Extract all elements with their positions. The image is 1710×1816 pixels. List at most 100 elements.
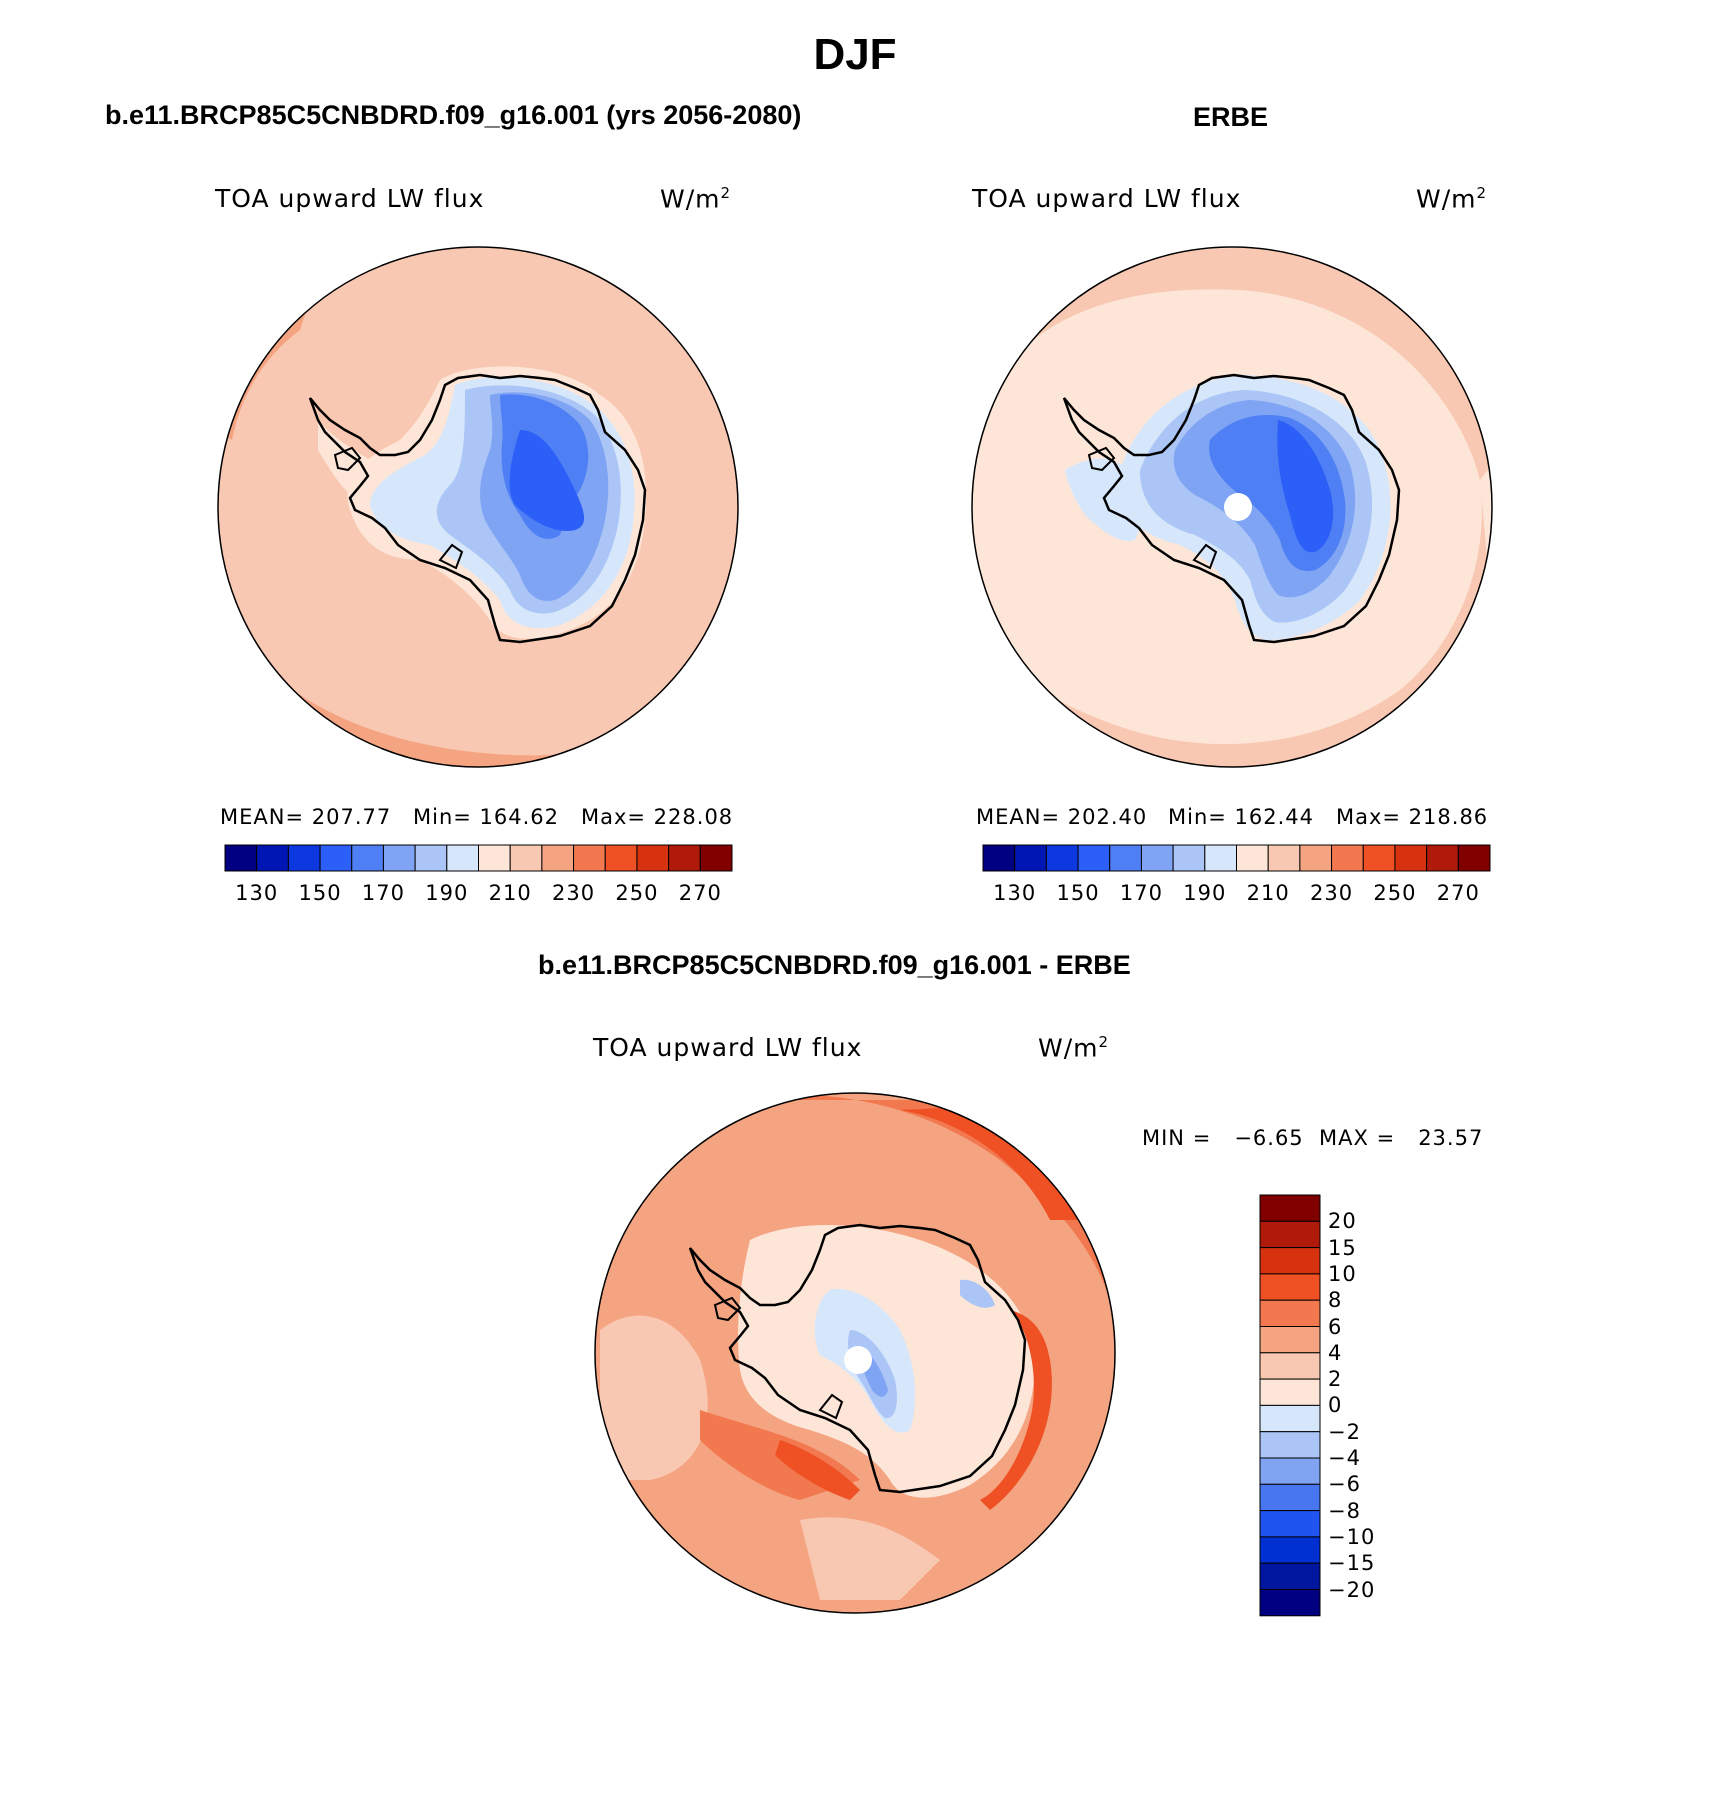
panel2-colorbar-swatch: [1077, 844, 1111, 872]
panel2-colorbar-swatch: [1140, 844, 1174, 872]
panel2-min: Min= 162.44: [1168, 805, 1315, 829]
panel1-colorbar-swatch: [573, 844, 606, 872]
diff-colorbar-tick-label: 6: [1328, 1314, 1343, 1339]
panel1-colorbar-swatch: [478, 844, 511, 872]
panel2-colorbar-swatch: [982, 844, 1016, 872]
panel2-colorbar-swatch: [1299, 844, 1333, 872]
diff-colorbar-swatch: [1259, 1510, 1321, 1538]
diff-colorbar-tick-label: 0: [1328, 1393, 1343, 1418]
diff-colorbar-swatch: [1259, 1404, 1321, 1433]
panel1-colorbar-swatch: [319, 844, 353, 872]
panel2-colorbar-tick-label: 270: [1436, 881, 1480, 905]
panel2-colorbar-swatch: [1236, 844, 1269, 872]
panel2-colorbar-swatch: [1045, 844, 1079, 872]
diff-colorbar-swatch: [1259, 1431, 1321, 1459]
diff-colorbar-swatch: [1259, 1457, 1321, 1485]
diff-colorbar-tick-label: −4: [1328, 1446, 1361, 1470]
panel2-colorbar-swatch: [1109, 844, 1142, 872]
panel2-colorbar-tick-label: 250: [1373, 881, 1417, 905]
diff-colorbar-tick-label: −15: [1328, 1551, 1376, 1576]
panel1-colorbar-swatch: [287, 844, 321, 872]
diff-colorbar-tick-label: 10: [1328, 1261, 1357, 1286]
diff-colorbar-tick-label: −8: [1328, 1498, 1361, 1523]
panel1-colorbar-tick-label: 170: [361, 881, 405, 905]
diff-colorbar-tick-label: −20: [1328, 1577, 1376, 1602]
panel1-colorbar-tick-label: 210: [488, 881, 532, 905]
panel2-case-label: ERBE: [1193, 102, 1269, 132]
diff-colorbar-swatch: [1259, 1352, 1321, 1380]
panel1-colorbar-swatch: [446, 844, 479, 872]
diff-colorbar-swatch: [1259, 1194, 1321, 1222]
figure-title: DJF: [813, 30, 897, 79]
panel1-colorbar-swatch: [541, 844, 575, 872]
diff-colorbar-swatch: [1259, 1299, 1321, 1327]
panel1-colorbar-tick-label: 150: [298, 881, 342, 905]
panel2-map: [971, 246, 1493, 768]
panel2-colorbar-swatch: [1014, 844, 1047, 872]
panel1-colorbar-swatch: [351, 844, 384, 872]
diff-minmax: MIN = −6.65 MAX = 23.57: [1142, 1126, 1484, 1150]
diff-colorbar-tick-label: −2: [1328, 1419, 1361, 1444]
panel2-colorbar-swatch: [1267, 844, 1301, 872]
panel1-variable-label: TOA upward LW flux: [215, 184, 485, 213]
panel1-colorbar-swatch: [414, 844, 448, 872]
panel2-colorbar: [982, 844, 1491, 872]
panel1-colorbar-swatch: [668, 844, 701, 872]
diff-colorbar-swatch: [1259, 1220, 1321, 1249]
diff-colorbar-tick-label: 20: [1328, 1209, 1357, 1234]
diff-colorbar-swatch: [1259, 1378, 1321, 1406]
panel2-variable-label: TOA upward LW flux: [972, 184, 1242, 213]
panel2-colorbar-tick-label: 210: [1246, 881, 1290, 905]
panel2-colorbar-tick-label: 130: [993, 881, 1037, 905]
panel2-mean: MEAN= 202.40: [976, 805, 1148, 829]
panel1-max: Max= 228.08: [581, 805, 734, 829]
diff-colorbar-swatch: [1259, 1273, 1321, 1301]
diff-case-label: b.e11.BRCP85C5CNBDRD.f09_g16.001 - ERBE: [538, 950, 1131, 980]
panel2-colorbar-swatch: [1204, 844, 1237, 872]
panel2-max: Max= 218.86: [1336, 805, 1489, 829]
panel1-colorbar-tick-label: 190: [425, 881, 469, 905]
diff-colorbar-swatch: [1259, 1536, 1321, 1564]
panel2-colorbar-swatch: [1362, 844, 1396, 872]
diff-colorbar-tick-label: 15: [1328, 1235, 1357, 1260]
panel2-colorbar-swatch: [1394, 844, 1428, 872]
panel2-colorbar-tick-label: 230: [1310, 881, 1354, 905]
panel1-min: Min= 164.62: [413, 805, 560, 829]
panel2-colorbar-swatch: [1457, 844, 1491, 872]
panel1-mean: MEAN= 207.77: [220, 805, 392, 829]
panel2-colorbar-tick-label: 150: [1056, 881, 1100, 905]
diff-colorbar-tick-label: −10: [1328, 1524, 1376, 1549]
diff-colorbar-swatch: [1259, 1247, 1321, 1275]
diff-units-label: W/m2: [1038, 1033, 1110, 1063]
panel2-colorbar-swatch: [1172, 844, 1206, 872]
diff-colorbar-tick-label: −6: [1328, 1472, 1361, 1497]
diff-colorbar-swatch: [1259, 1483, 1321, 1512]
panel1-case-label: b.e11.BRCP85C5CNBDRD.f09_g16.001 (yrs 20…: [105, 100, 802, 130]
diff-map: [594, 1092, 1116, 1614]
panel1-colorbar-tick-label: 270: [678, 881, 722, 905]
panel2-colorbar-tick-label: 190: [1183, 881, 1227, 905]
panel2-colorbar-swatch: [1331, 844, 1364, 872]
panel1-map: [217, 246, 739, 768]
panel1-colorbar-tick-label: 250: [615, 881, 659, 905]
panel2-units-label: W/m2: [1416, 184, 1488, 214]
diff-colorbar-swatch: [1259, 1562, 1321, 1590]
panel1-colorbar-tick-label: 130: [235, 881, 279, 905]
panel1-colorbar-tick-label: 230: [552, 881, 596, 905]
panel2-colorbar-swatch: [1426, 844, 1459, 872]
panel1-colorbar-swatch: [636, 844, 670, 872]
panel1-colorbar-swatch: [509, 844, 543, 872]
diff-variable-label: TOA upward LW flux: [593, 1033, 863, 1062]
diff-colorbar-tick-label: 2: [1328, 1367, 1343, 1392]
panel1-colorbar-swatch: [256, 844, 289, 872]
panel2-colorbar-tick-label: 170: [1119, 881, 1163, 905]
panel1-colorbar-swatch: [699, 844, 733, 872]
panel1-units-label: W/m2: [660, 184, 732, 214]
diff-colorbar-tick-label: 4: [1328, 1340, 1343, 1365]
panel1-colorbar-swatch: [604, 844, 638, 872]
panel1-colorbar: [224, 844, 733, 872]
diff-colorbar-swatch: [1259, 1589, 1321, 1617]
diff-colorbar: [1259, 1194, 1321, 1617]
diff-colorbar-swatch: [1259, 1326, 1321, 1354]
